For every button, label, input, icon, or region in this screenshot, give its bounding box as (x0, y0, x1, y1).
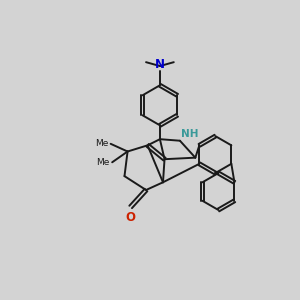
Text: Me: Me (95, 139, 108, 148)
Text: O: O (125, 211, 135, 224)
Text: Me: Me (97, 158, 110, 167)
Text: NH: NH (182, 129, 199, 139)
Text: N: N (155, 58, 165, 70)
